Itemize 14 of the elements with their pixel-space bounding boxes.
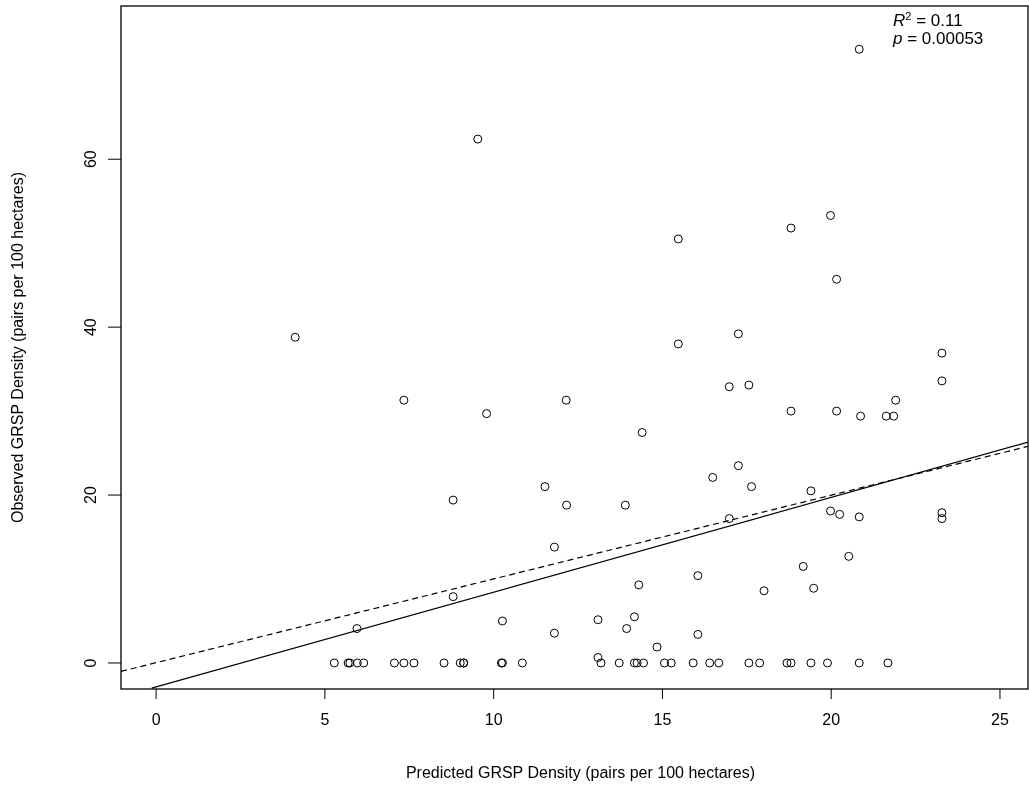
y-axis-title: Observed GRSP Density (pairs per 100 hectares)	[9, 172, 26, 523]
x-tick-label: 15	[653, 711, 672, 728]
y-tick-label: 40	[82, 318, 99, 337]
x-tick-label: 10	[484, 711, 503, 728]
y-tick-label: 0	[82, 658, 99, 668]
annotation: p = 0.00053	[892, 29, 984, 48]
annotation: R$^{2}$ = 0.11	[893, 10, 963, 30]
x-tick-label: 5	[320, 711, 330, 728]
x-tick-label: 20	[822, 711, 841, 728]
x-tick-label: 25	[991, 711, 1009, 728]
y-tick-label: 20	[82, 486, 99, 504]
x-axis-title: Predicted GRSP Density (pairs per 100 hectares)	[405, 764, 756, 781]
x-tick-label: 0	[151, 711, 161, 728]
y-tick-label: 60	[82, 150, 99, 169]
